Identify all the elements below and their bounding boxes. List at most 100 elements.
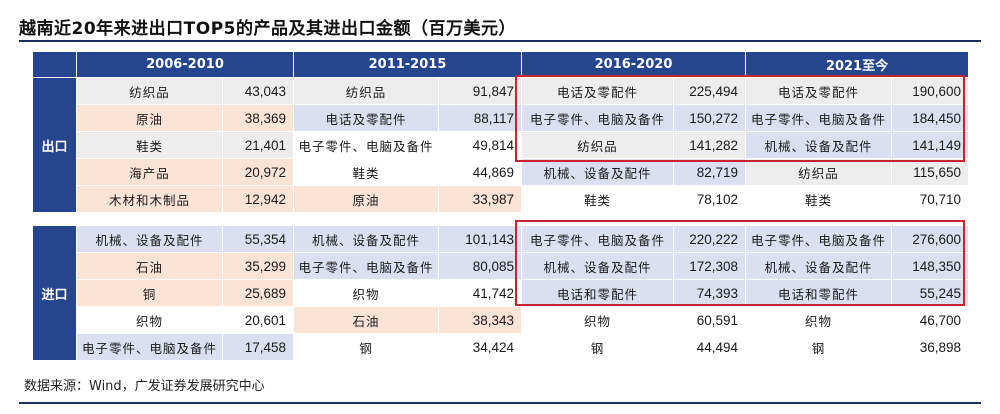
product-name-cell: 海产品: [76, 158, 223, 186]
amount-cell: 78,102: [673, 185, 746, 213]
product-name-cell: 石油: [293, 306, 439, 334]
amount-cell: 21,401: [222, 131, 294, 159]
product-name-cell: 鞋类: [293, 158, 439, 186]
amount-cell: 74,393: [673, 279, 746, 307]
amount-cell: 38,369: [222, 104, 294, 132]
amount-cell: 41,742: [438, 279, 522, 307]
amount-cell: 141,149: [891, 131, 969, 159]
product-name-cell: 织物: [745, 306, 892, 334]
amount-cell: 17,458: [222, 333, 294, 361]
export-row: 原油 38,369 电话及零配件 88,117 电子零件、电脑及备件 150,272 电子零…: [33, 104, 969, 132]
product-name-cell: 原油: [76, 104, 223, 132]
import-row: 织物 20,601 石油 38,343 织物 60,591 织物 46,700: [33, 306, 969, 334]
export-row: 海产品 20,972 鞋类 44,869 机械、设备及配件 82,719 纺织品 115,65…: [33, 158, 969, 186]
product-name-cell: 机械、设备及配件: [76, 225, 223, 253]
product-name-cell: 纺织品: [745, 158, 892, 186]
amount-cell: 101,143: [438, 225, 522, 253]
import-section-label: 进口: [32, 225, 77, 361]
amount-cell: 43,043: [222, 77, 294, 105]
product-name-cell: 纺织品: [521, 131, 674, 159]
product-name-cell: 机械、设备及配件: [521, 158, 674, 186]
amount-cell: 44,869: [438, 158, 522, 186]
amount-cell: 150,272: [673, 104, 746, 132]
product-name-cell: 钢: [521, 333, 674, 361]
import-row: 进口 机械、设备及配件 55,354 机械、设备及配件 101,143 电子零件、电脑及备…: [32, 225, 969, 361]
import-row: 电子零件、电脑及备件 17,458 钢 34,424 钢 44,494 钢 36,898: [33, 333, 969, 361]
product-name-cell: 电子零件、电脑及备件: [745, 225, 892, 253]
product-name-cell: 机械、设备及配件: [745, 131, 892, 159]
amount-cell: 36,898: [891, 333, 969, 361]
amount-cell: 60,591: [673, 306, 746, 334]
export-header-corner: [32, 51, 77, 78]
amount-cell: 55,245: [891, 279, 969, 307]
product-name-cell: 电子零件、电脑及备件: [745, 104, 892, 132]
product-name-cell: 织物: [521, 306, 674, 334]
amount-cell: 148,350: [891, 252, 969, 280]
amount-cell: 12,942: [222, 185, 294, 213]
period-header: 2016-2020: [521, 51, 746, 78]
export-row: 木材和木制品 12,942 原油 33,987 鞋类 78,102 鞋类 70,710: [33, 185, 969, 213]
amount-cell: 46,700: [891, 306, 969, 334]
product-name-cell: 钢: [293, 333, 439, 361]
export-row: 鞋类 21,401 电子零件、电脑及备件 49,814 纺织品 141,282 机械、设备及…: [33, 131, 969, 159]
source-divider: [19, 402, 981, 404]
amount-cell: 88,117: [438, 104, 522, 132]
export-section-label: 出口: [32, 77, 77, 213]
amount-cell: 225,494: [673, 77, 746, 105]
page-title: 越南近20年来进出口TOP5的产品及其进出口金额（百万美元）: [19, 19, 516, 39]
import-table: 进口 机械、设备及配件 55,354 机械、设备及配件 101,143 电子零件、电脑及备…: [32, 225, 969, 361]
product-name-cell: 电话及零配件: [293, 104, 439, 132]
product-name-cell: 纺织品: [76, 77, 223, 105]
product-name-cell: 铜: [76, 279, 223, 307]
product-name-cell: 织物: [293, 279, 439, 307]
period-header: 2011-2015: [293, 51, 522, 78]
product-name-cell: 原油: [293, 185, 439, 213]
amount-cell: 33,987: [438, 185, 522, 213]
amount-cell: 70,710: [891, 185, 969, 213]
amount-cell: 25,689: [222, 279, 294, 307]
source-note: 数据来源：Wind，广发证券发展研究中心: [24, 379, 265, 394]
export-table: 2006-2010 2011-2015 2016-2020 2021至今 出口纺…: [32, 51, 969, 213]
export-header-row: 2006-2010 2011-2015 2016-2020 2021至今: [32, 51, 969, 78]
product-name-cell: 电话及零配件: [521, 77, 674, 105]
amount-cell: 91,847: [438, 77, 522, 105]
amount-cell: 141,282: [673, 131, 746, 159]
amount-cell: 34,424: [438, 333, 522, 361]
amount-cell: 35,299: [222, 252, 294, 280]
product-name-cell: 鞋类: [76, 131, 223, 159]
product-name-cell: 机械、设备及配件: [745, 252, 892, 280]
product-name-cell: 电子零件、电脑及备件: [521, 225, 674, 253]
title-divider: [19, 40, 981, 42]
amount-cell: 82,719: [673, 158, 746, 186]
product-name-cell: 鞋类: [745, 185, 892, 213]
amount-cell: 20,972: [222, 158, 294, 186]
amount-cell: 44,494: [673, 333, 746, 361]
product-name-cell: 木材和木制品: [76, 185, 223, 213]
amount-cell: 190,600: [891, 77, 969, 105]
amount-cell: 220,222: [673, 225, 746, 253]
product-name-cell: 电话及零配件: [745, 77, 892, 105]
period-header: 2006-2010: [76, 51, 294, 78]
product-name-cell: 电话和零配件: [745, 279, 892, 307]
amount-cell: 172,308: [673, 252, 746, 280]
product-name-cell: 电子零件、电脑及备件: [293, 131, 439, 159]
amount-cell: 49,814: [438, 131, 522, 159]
product-name-cell: 石油: [76, 252, 223, 280]
product-name-cell: 机械、设备及配件: [293, 225, 439, 253]
amount-cell: 38,343: [438, 306, 522, 334]
product-name-cell: 鞋类: [521, 185, 674, 213]
product-name-cell: 电子零件、电脑及备件: [293, 252, 439, 280]
product-name-cell: 电子零件、电脑及备件: [76, 333, 223, 361]
product-name-cell: 电子零件、电脑及备件: [521, 104, 674, 132]
amount-cell: 115,650: [891, 158, 969, 186]
product-name-cell: 机械、设备及配件: [521, 252, 674, 280]
import-row: 石油 35,299 电子零件、电脑及备件 80,085 机械、设备及配件 172,308 机…: [33, 252, 969, 280]
amount-cell: 80,085: [438, 252, 522, 280]
period-header: 2021至今: [745, 51, 969, 78]
product-name-cell: 电话和零配件: [521, 279, 674, 307]
product-name-cell: 织物: [76, 306, 223, 334]
amount-cell: 20,601: [222, 306, 294, 334]
amount-cell: 276,600: [891, 225, 969, 253]
export-row: 出口 纺织品 43,043 纺织品 91,847 电话及零配件 225,494 电话及零配件 1…: [32, 77, 969, 213]
